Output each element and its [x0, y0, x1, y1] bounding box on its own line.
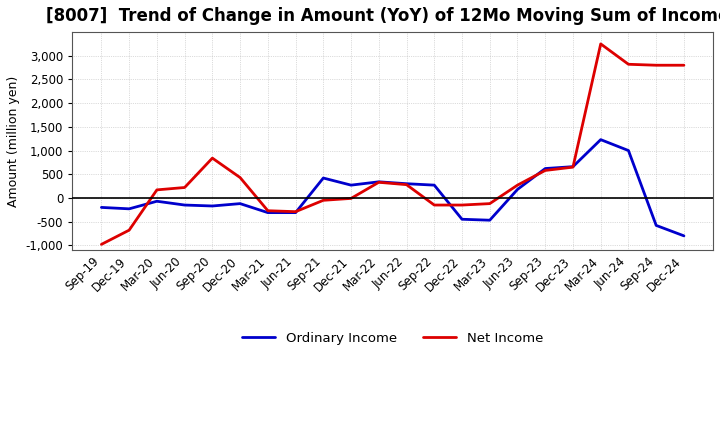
Ordinary Income [569, 164, 577, 169]
Net Income [458, 202, 467, 208]
Ordinary Income [180, 202, 189, 208]
Line: Ordinary Income: Ordinary Income [102, 139, 684, 236]
Ordinary Income [125, 206, 133, 212]
Ordinary Income [596, 137, 605, 142]
Net Income [208, 155, 217, 161]
Ordinary Income [292, 210, 300, 215]
Net Income [180, 185, 189, 190]
Y-axis label: Amount (million yen): Amount (million yen) [7, 75, 20, 207]
Net Income [319, 198, 328, 203]
Net Income [402, 182, 411, 187]
Net Income [292, 209, 300, 214]
Ordinary Income [513, 187, 522, 192]
Ordinary Income [264, 210, 272, 215]
Net Income [374, 180, 383, 185]
Net Income [264, 208, 272, 213]
Net Income [485, 201, 494, 206]
Ordinary Income [374, 179, 383, 184]
Ordinary Income [153, 198, 161, 204]
Net Income [97, 242, 106, 247]
Ordinary Income [541, 166, 549, 171]
Ordinary Income [97, 205, 106, 210]
Net Income [624, 62, 633, 67]
Net Income [125, 227, 133, 233]
Legend: Ordinary Income, Net Income: Ordinary Income, Net Income [237, 326, 549, 350]
Ordinary Income [624, 148, 633, 153]
Net Income [153, 187, 161, 193]
Net Income [541, 168, 549, 173]
Title: [8007]  Trend of Change in Amount (YoY) of 12Mo Moving Sum of Incomes: [8007] Trend of Change in Amount (YoY) o… [46, 7, 720, 25]
Net Income [347, 196, 356, 201]
Ordinary Income [430, 183, 438, 188]
Ordinary Income [485, 217, 494, 223]
Ordinary Income [680, 233, 688, 238]
Ordinary Income [458, 216, 467, 222]
Net Income [235, 175, 244, 180]
Ordinary Income [235, 201, 244, 206]
Ordinary Income [319, 176, 328, 181]
Net Income [569, 165, 577, 170]
Net Income [680, 62, 688, 68]
Net Income [596, 41, 605, 47]
Net Income [513, 183, 522, 188]
Ordinary Income [347, 183, 356, 188]
Ordinary Income [652, 223, 660, 228]
Ordinary Income [208, 203, 217, 209]
Line: Net Income: Net Income [102, 44, 684, 244]
Ordinary Income [402, 181, 411, 187]
Net Income [652, 62, 660, 68]
Net Income [430, 202, 438, 208]
